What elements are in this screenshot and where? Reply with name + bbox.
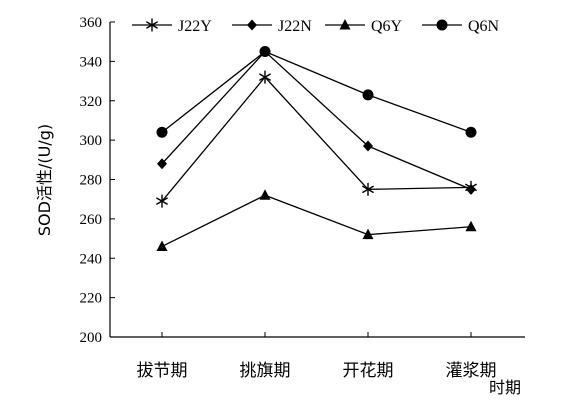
data-point: [361, 182, 375, 196]
legend-entry: Q6N: [422, 18, 500, 35]
y-tick-label: 320: [80, 94, 103, 110]
y-tick-label: 200: [80, 330, 103, 346]
series-j22y: [155, 70, 478, 208]
data-point: [362, 89, 374, 101]
legend-marker: [145, 18, 159, 32]
data-point: [156, 240, 168, 251]
legend: J22Y J22N Q6Y Q6N: [132, 18, 500, 35]
data-point: [465, 126, 477, 138]
y-tick-label: 340: [80, 54, 103, 70]
legend-entry: Q6Y: [325, 18, 403, 35]
x-category-label: 灌浆期: [446, 361, 497, 381]
asterisk-stroke: [145, 21, 159, 29]
legend-marker: [247, 19, 257, 31]
series-q6n: [156, 46, 477, 138]
data-point: [157, 158, 167, 170]
series-group: [155, 46, 478, 251]
y-tick-label: 300: [80, 133, 103, 149]
y-ticks: 200 220 240 260 280 300 320 340 360: [80, 15, 115, 346]
series-line: [161, 50, 472, 190]
legend-marker: [339, 19, 351, 30]
series-line: [161, 50, 472, 133]
series-line: [161, 76, 472, 202]
data-point: [362, 228, 374, 240]
legend-entry: J22Y: [132, 18, 212, 35]
x-category-label: 开花期: [343, 361, 394, 381]
axes: [109, 22, 525, 338]
asterisk-stroke: [258, 73, 272, 81]
asterisk-stroke: [155, 197, 169, 206]
data-point: [259, 189, 271, 200]
data-point: [155, 194, 169, 208]
x-axis-label: 时期: [489, 378, 521, 397]
x-category-label: 拔节期: [137, 361, 188, 381]
data-point: [156, 126, 168, 138]
y-tick-label: 360: [80, 15, 103, 31]
asterisk-stroke: [361, 185, 375, 194]
y-tick-label: 240: [80, 251, 103, 267]
y-axis-label: SOD活性/(U/g): [35, 124, 54, 236]
series-j22n: [157, 46, 476, 195]
series-q6y: [156, 189, 477, 251]
data-point: [363, 140, 373, 152]
legend-label: Q6N: [468, 18, 500, 35]
y-tick-label: 260: [80, 212, 103, 228]
data-point: [465, 220, 477, 232]
legend-entry: J22N: [232, 18, 312, 35]
y-tick-label: 280: [80, 173, 103, 189]
data-point: [259, 46, 271, 58]
x-category-label: 挑旗期: [240, 361, 291, 381]
series-line: [161, 194, 472, 248]
x-categories: 拔节期 挑旗期 开花期 灌浆期: [137, 332, 497, 381]
legend-label: J22Y: [178, 18, 212, 35]
data-point: [466, 183, 476, 195]
legend-label: J22N: [278, 18, 312, 35]
legend-marker: [436, 19, 448, 31]
legend-label: Q6Y: [371, 18, 403, 35]
y-tick-label: 220: [80, 291, 103, 307]
data-point: [258, 70, 272, 84]
